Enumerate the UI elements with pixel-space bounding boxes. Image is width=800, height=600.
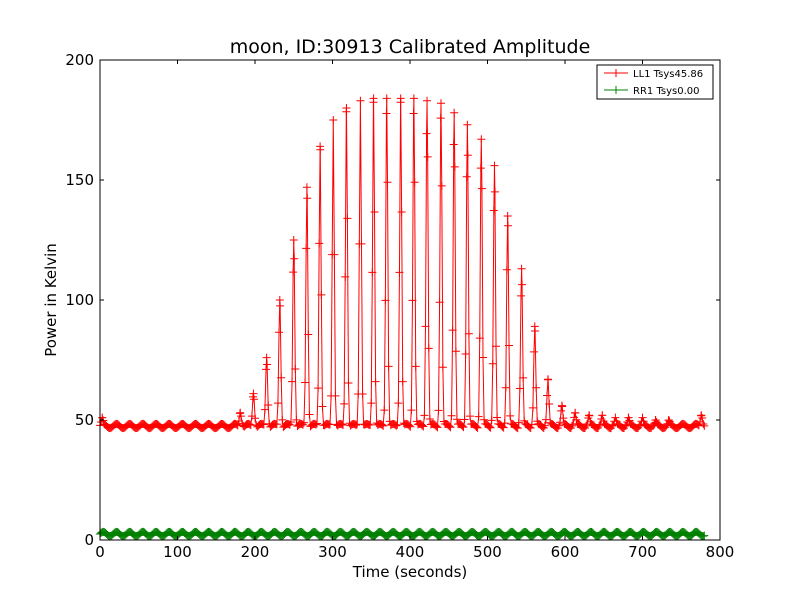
x-tick-label: 800 bbox=[706, 543, 735, 561]
legend: LL1 Tsys45.86 RR1 Tsys0.00 bbox=[596, 64, 714, 100]
y-tick-label: 150 bbox=[65, 171, 94, 189]
ticks-layer: 0 100 200 300 400 500 600 700 800 0 50 100 150 200 bbox=[65, 51, 734, 561]
x-axis-label: Time (seconds) bbox=[352, 563, 468, 581]
y-tick-label: 50 bbox=[75, 411, 94, 429]
y-axis-label: Power in Kelvin bbox=[42, 243, 60, 357]
y-tick-label: 100 bbox=[65, 291, 94, 309]
series-1 bbox=[96, 527, 709, 541]
legend-label-ll1: LL1 Tsys45.86 bbox=[633, 69, 703, 80]
x-tick-label: 700 bbox=[628, 543, 657, 561]
x-tick-label: 300 bbox=[318, 543, 347, 561]
x-tick-label: 500 bbox=[473, 543, 502, 561]
series-layer bbox=[96, 94, 709, 541]
x-tick-label: 400 bbox=[396, 543, 425, 561]
y-tick-label: 0 bbox=[84, 531, 94, 549]
legend-marker-ll1 bbox=[612, 69, 620, 77]
chart-title: moon, ID:30913 Calibrated Amplitude bbox=[230, 36, 591, 58]
series-0 bbox=[96, 94, 709, 433]
x-tick-label: 100 bbox=[163, 543, 192, 561]
legend-marker-rr1 bbox=[612, 86, 620, 94]
legend-label-rr1: RR1 Tsys0.00 bbox=[633, 86, 700, 97]
x-tick-label: 200 bbox=[241, 543, 270, 561]
y-tick-label: 200 bbox=[65, 51, 94, 69]
x-tick-label: 0 bbox=[95, 543, 105, 561]
x-tick-label: 600 bbox=[551, 543, 580, 561]
